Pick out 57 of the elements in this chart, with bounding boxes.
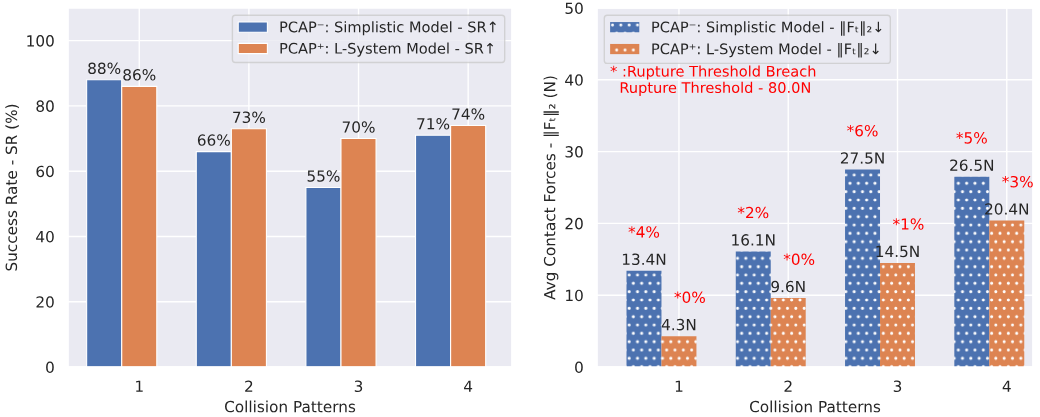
y-tick-label: 100 (27, 35, 54, 47)
x-tick-label: 1 (136, 380, 143, 392)
legend-label: PCAP⁻: Simplistic Model - ‖Fₜ‖₂↓ (652, 21, 882, 36)
y-tick-label: 20 (36, 296, 54, 308)
data-label: 73% (233, 111, 266, 124)
data-label: 27.5N (840, 152, 884, 164)
annotation: *3% (1002, 175, 1033, 188)
y-tick-label: 50 (565, 2, 583, 15)
annotation: *5% (956, 132, 987, 144)
bar (661, 336, 697, 367)
bar (880, 262, 915, 367)
y-tick-label: 30 (565, 146, 583, 158)
legend-label: PCAP⁺: L-System Model - SR↑ (280, 42, 494, 57)
bar (770, 298, 806, 367)
annotation: *2% (737, 206, 769, 219)
y-tick-label: 10 (566, 289, 583, 302)
annotation: *1% (892, 218, 924, 230)
y-axis-title: Avg Contact Forces - ‖Fₜ‖₂ (N) (543, 76, 559, 300)
y-tick-label: 0 (46, 361, 54, 374)
x-tick-label: 4 (1002, 380, 1011, 392)
data-label: 66% (197, 134, 230, 146)
x-axis-title: Collision Patterns (224, 400, 356, 413)
bar (626, 270, 662, 367)
data-label: 70% (342, 121, 375, 133)
x-axis-title: Collision Patterns (749, 400, 881, 413)
annotation: * :Rupture Threshold Breach Rupture Threshold - 80.0N (610, 65, 816, 96)
x-tick-label: 3 (893, 380, 902, 393)
y-tick-label: 20 (565, 217, 583, 230)
data-label: 88% (88, 62, 121, 75)
annotation: *0% (674, 291, 705, 304)
y-tick-label: 60 (36, 165, 54, 178)
data-label: 71% (417, 117, 450, 130)
x-tick-label: 3 (354, 380, 363, 393)
data-label: 55% (307, 170, 340, 182)
y-tick-label: 40 (36, 230, 54, 243)
y-tick-label: 0 (575, 361, 583, 374)
data-label: 16.1N (732, 234, 775, 246)
data-label: 74% (452, 108, 485, 120)
annotation: *4% (628, 226, 660, 238)
legend-label: PCAP⁻: Simplistic Model - SR↑ (280, 21, 496, 36)
data-label: 4.3N (661, 318, 696, 331)
data-label: 13.4N (622, 253, 666, 266)
legend-label: PCAP⁺: L-System Model - ‖Fₜ‖₂↓ (652, 43, 879, 58)
data-label: 9.6N (771, 280, 805, 293)
x-tick-label: 2 (245, 380, 253, 392)
annotation: *6% (847, 124, 878, 137)
y-axis-title: Success Rate - SR (%) (5, 104, 19, 271)
x-tick-label: 2 (784, 380, 792, 392)
data-label: 86% (123, 69, 156, 81)
x-tick-label: 4 (464, 380, 473, 392)
data-label: 26.5N (950, 159, 994, 171)
y-tick-label: 80 (36, 100, 54, 112)
x-tick-label: 1 (675, 380, 683, 392)
bar (989, 220, 1025, 367)
bar (735, 251, 771, 367)
annotation: *0% (783, 253, 815, 265)
y-tick-label: 40 (565, 74, 583, 86)
